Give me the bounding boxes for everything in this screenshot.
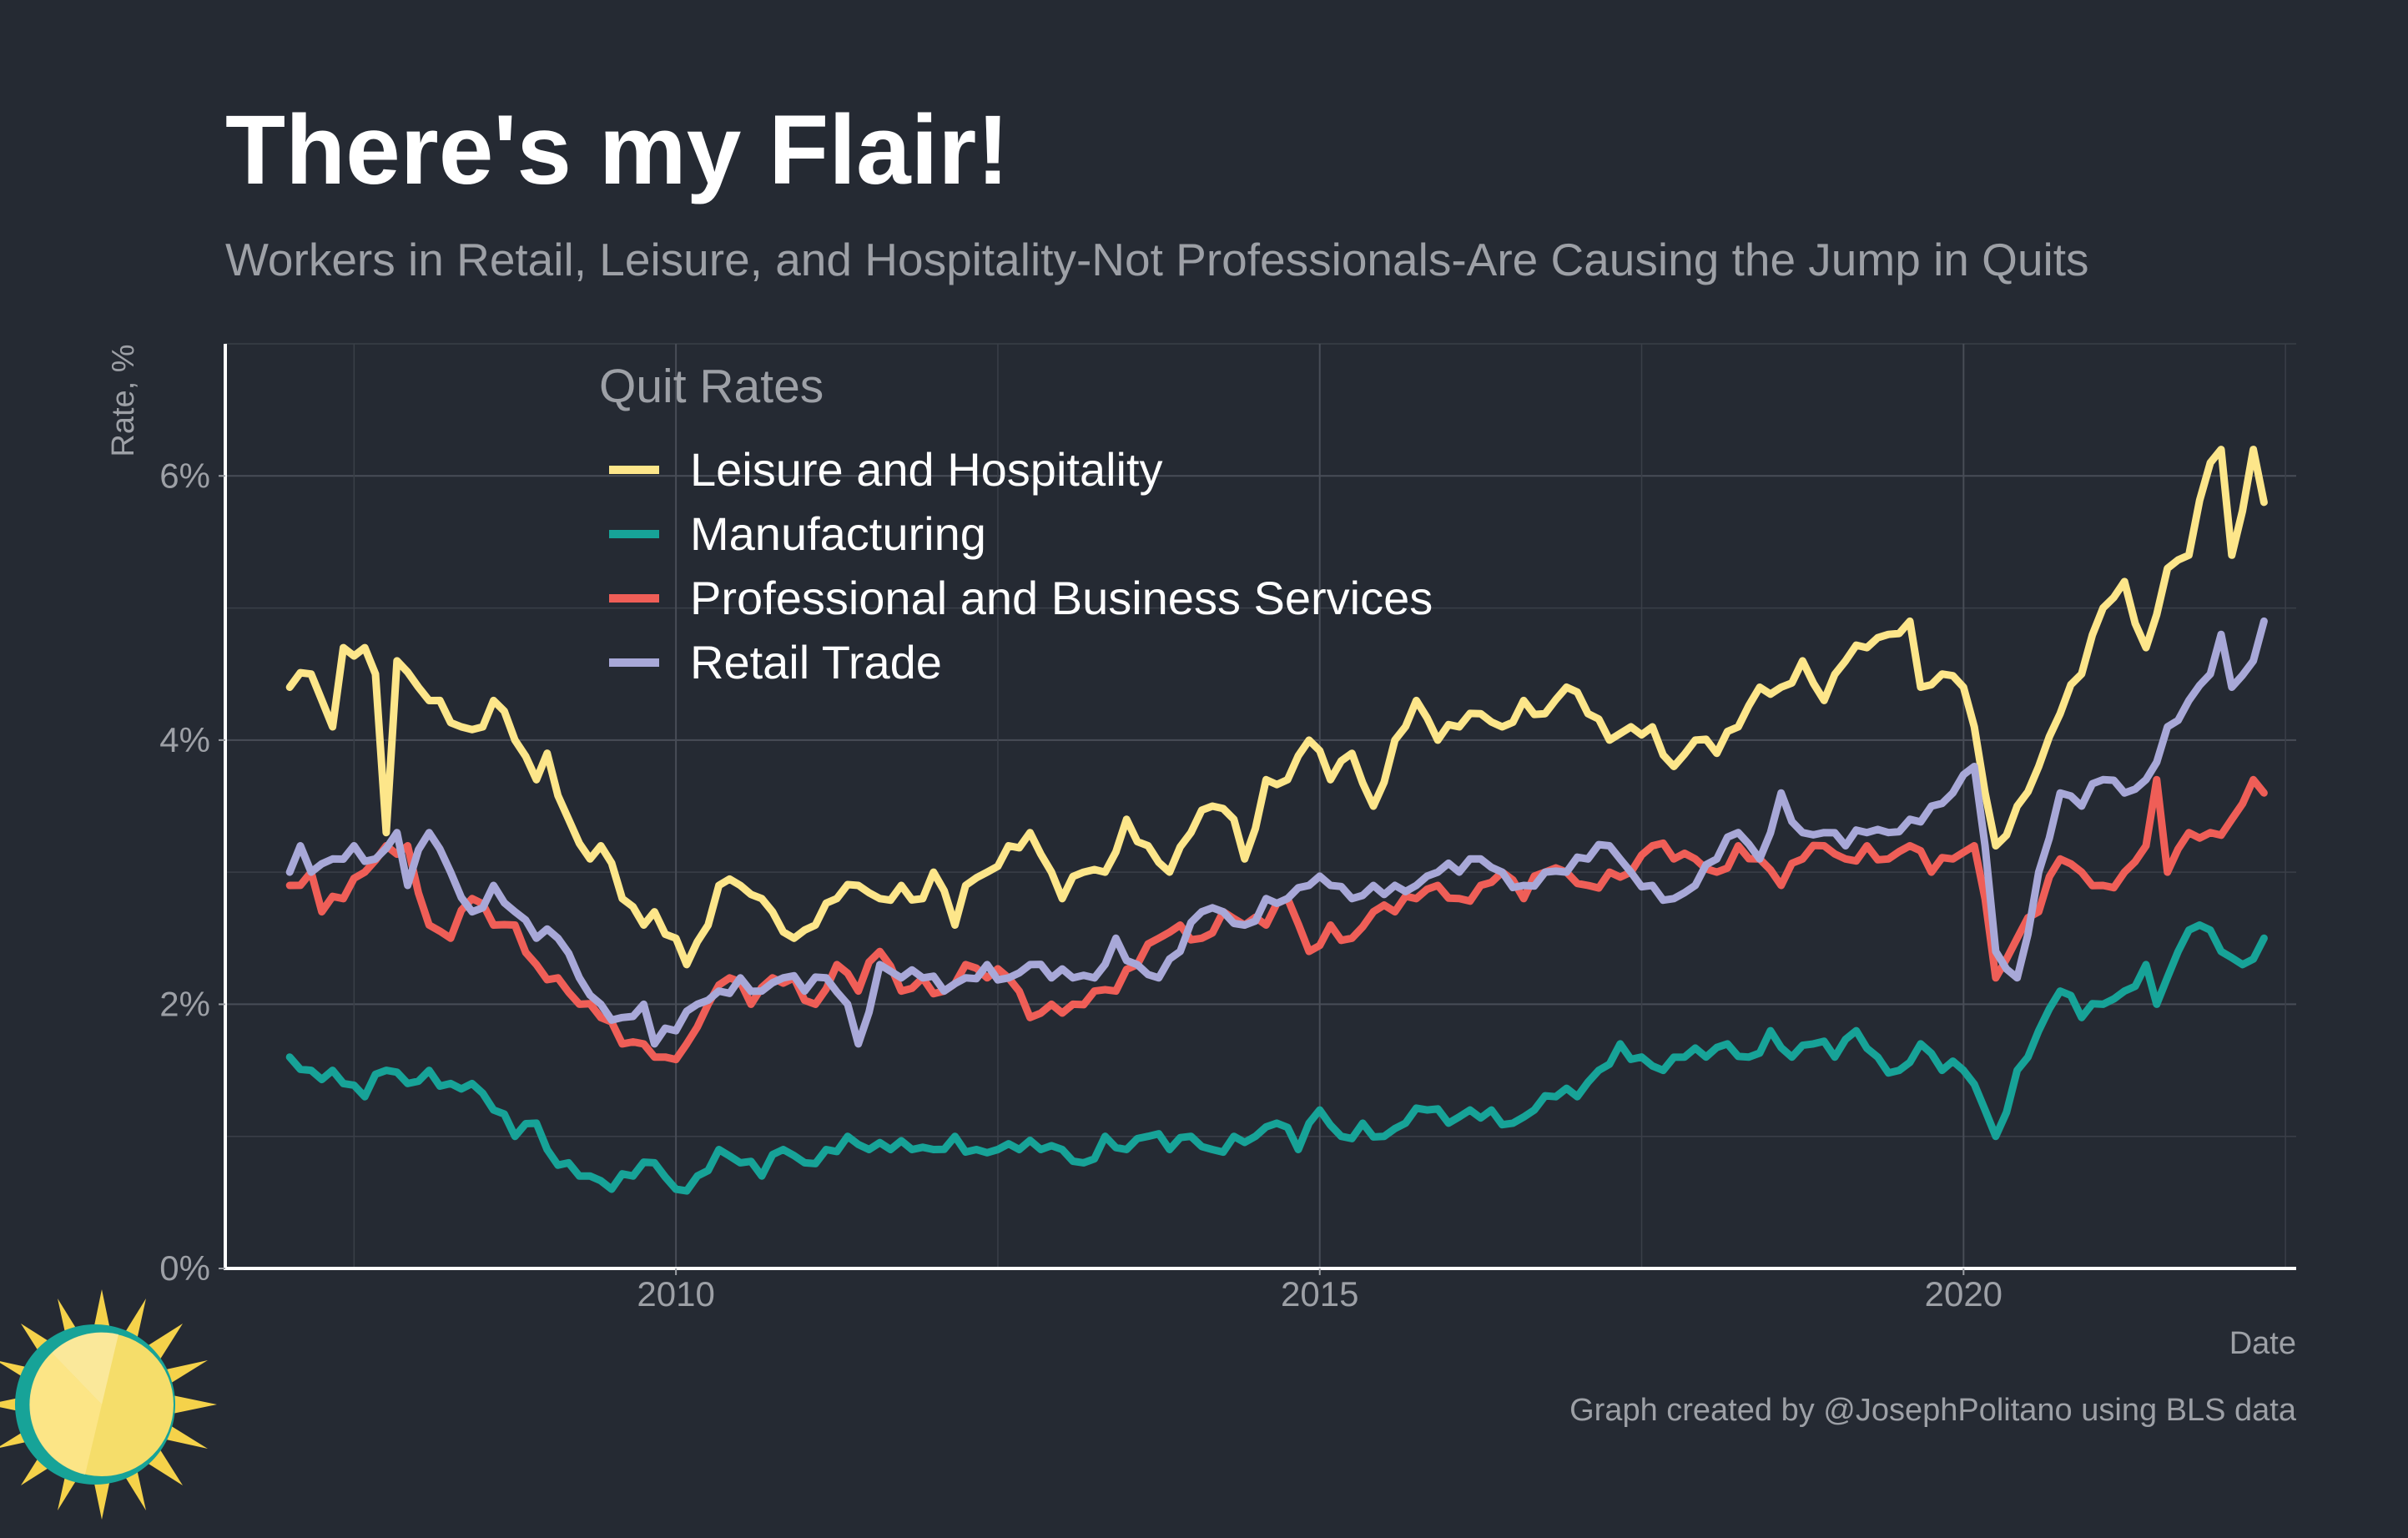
y-tick-label: 2% (159, 984, 210, 1023)
x-tick-label: 2010 (637, 1274, 714, 1314)
legend-title: Quit Rates (599, 360, 824, 413)
y-axis-label: Rate, % (106, 344, 141, 456)
grid-lines (225, 343, 2296, 1269)
x-axis-ticks: 2010 2015 2020 (637, 1268, 2002, 1314)
y-tick-label: 6% (159, 456, 210, 495)
y-axis-ticks: 0% 2% 4% 6% (159, 456, 225, 1288)
chart-title: There's my Flair! (225, 95, 1010, 205)
y-tick-label: 0% (159, 1248, 210, 1288)
legend-label: Leisure and Hospitality (690, 443, 1163, 496)
x-tick-label: 2020 (1925, 1274, 2002, 1314)
x-tick-label: 2015 (1281, 1274, 1358, 1314)
series-line-retail-trade (285, 617, 2268, 1048)
series-lines (285, 446, 2268, 1195)
chart-caption: Graph created by @JosephPolitano using B… (1569, 1393, 2297, 1428)
x-axis-label: Date (2229, 1326, 2296, 1361)
legend: Quit Rates Leisure and Hospitality Manufa… (599, 360, 1433, 688)
series-line-leisure-and-hospitality (285, 446, 2268, 969)
series-line-manufacturing (285, 921, 2268, 1195)
legend-label: Professional and Business Services (690, 572, 1433, 624)
series-line-professional-and-business-services (285, 775, 2268, 1064)
legend-label: Retail Trade (690, 636, 942, 688)
chart-subtitle: Workers in Retail, Leisure, and Hospital… (225, 234, 2089, 285)
legend-label: Manufacturing (690, 507, 986, 560)
y-tick-label: 4% (159, 720, 210, 759)
sun-logo (0, 1289, 217, 1520)
